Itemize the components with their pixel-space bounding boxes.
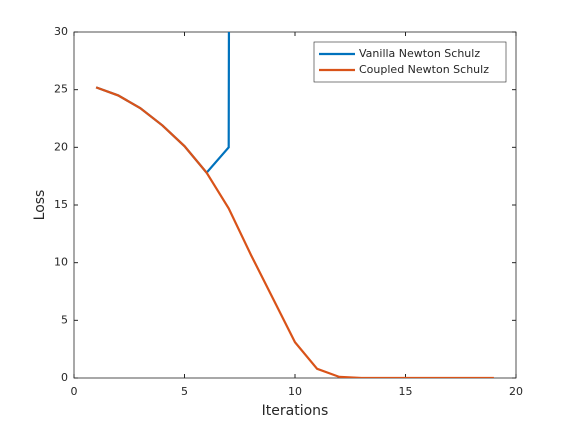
x-tick-label: 10 [288,385,302,398]
y-tick-label: 5 [61,313,68,326]
y-tick-label: 10 [54,256,68,269]
plot-area [74,32,516,378]
legend-label: Vanilla Newton Schulz [359,47,480,60]
x-axis-label: Iterations [262,403,329,419]
y-axis-label: Loss [32,190,48,221]
series-line [95,86,494,378]
x-tick-label: 5 [181,385,188,398]
x-tick-label: 15 [399,385,413,398]
legend-box [313,41,507,83]
y-tick-label: 30 [54,25,68,38]
legend-label: Coupled Newton Schulz [359,63,489,76]
x-tick-label: 0 [71,385,78,398]
y-tick-label: 25 [54,83,68,96]
axes-box [73,31,517,379]
y-tick-label: 0 [61,371,68,384]
y-tick-label: 15 [54,198,68,211]
y-tick-label: 20 [54,140,68,153]
x-tick-label: 20 [509,385,523,398]
